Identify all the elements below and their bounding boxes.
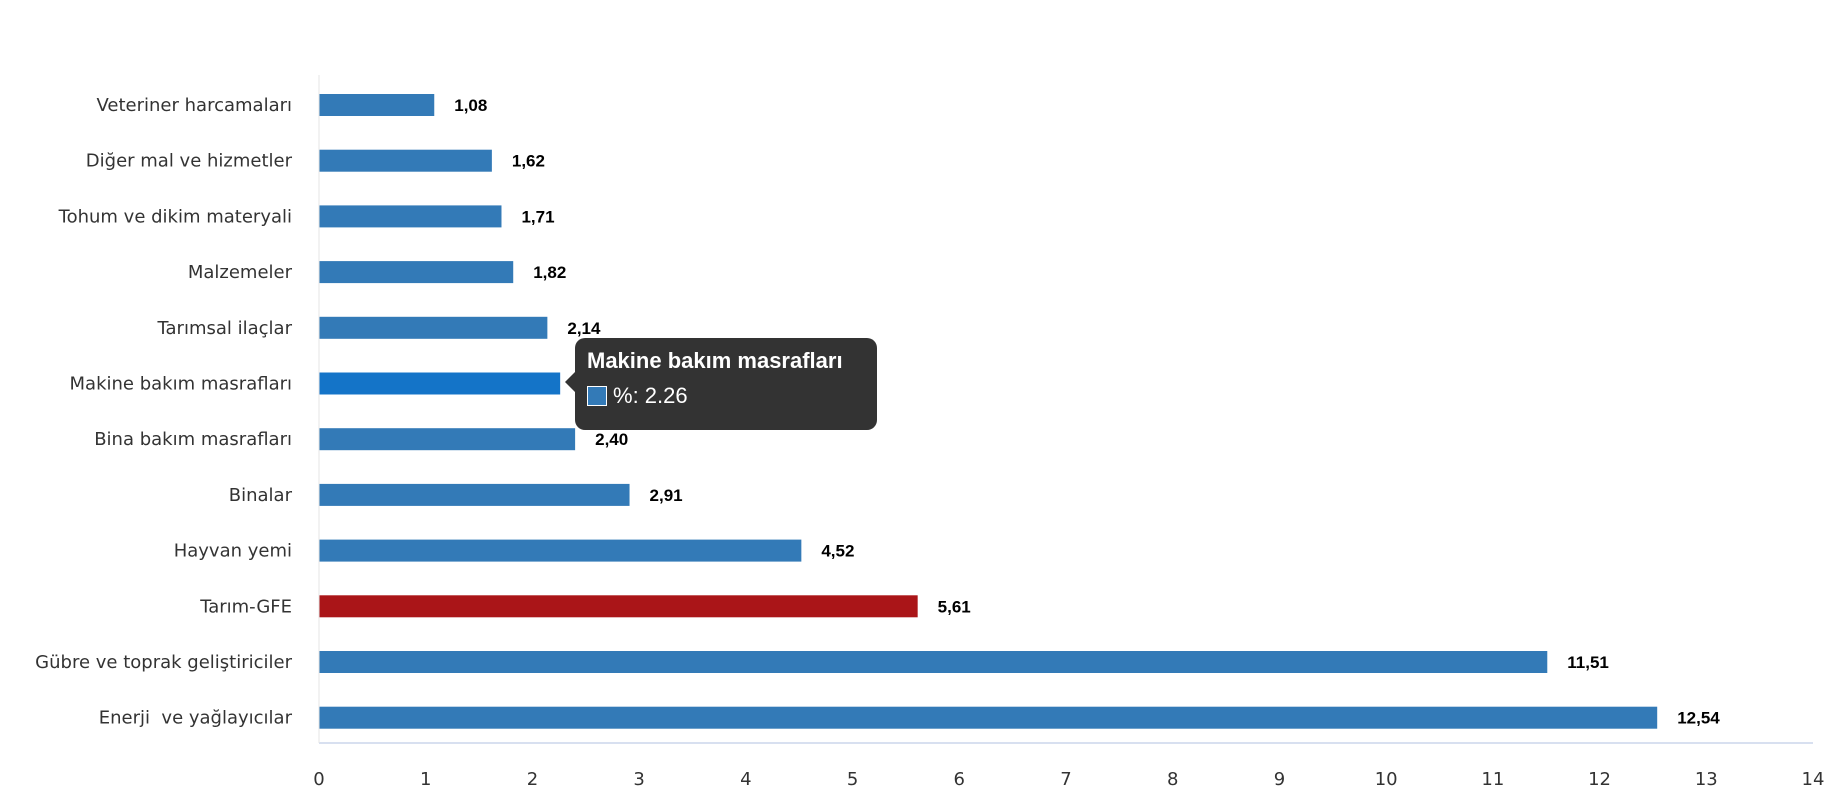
tooltip-row: % : 2.26 (587, 382, 865, 410)
category-label: Gübre ve toprak geliştiriciler (35, 652, 292, 673)
data-labels: 1,081,621,711,822,142,262,402,914,525,61… (454, 96, 1720, 728)
bar[interactable] (319, 595, 918, 618)
x-tick-label: 4 (740, 769, 751, 790)
category-label: Binalar (229, 485, 293, 506)
x-tick-label: 6 (954, 769, 965, 790)
x-tick-label: 3 (633, 769, 644, 790)
tooltip-series-swatch (587, 386, 607, 406)
category-label: Tohum ve dikim materyali (58, 206, 292, 227)
bar[interactable] (319, 706, 1658, 729)
bar[interactable] (319, 316, 548, 339)
data-label: 1,62 (512, 152, 545, 171)
data-label: 1,71 (521, 207, 554, 226)
x-tick-label: 5 (847, 769, 858, 790)
data-label: 1,82 (533, 263, 566, 282)
x-tick-label: 9 (1274, 769, 1285, 790)
category-label: Bina bakım masrafları (94, 429, 292, 450)
category-label: Tarımsal ilaçlar (157, 318, 293, 339)
x-tick-label: 1 (420, 769, 431, 790)
bar[interactable] (319, 149, 492, 172)
data-label: 11,51 (1567, 653, 1609, 672)
bar[interactable] (319, 428, 576, 451)
x-tick-label: 0 (313, 769, 324, 790)
category-labels: Veteriner harcamaları Diğer mal ve hizmet… (35, 95, 292, 729)
data-label: 5,61 (938, 597, 971, 616)
x-axis-tick-labels: 0 1 2 3 4 5 6 7 8 9 10 11 12 13 14 (313, 769, 1824, 790)
x-tick-label: 10 (1375, 769, 1398, 790)
category-label: Veteriner harcamaları (97, 95, 293, 116)
data-label: 2,40 (595, 430, 628, 449)
tooltip-separator: : (632, 383, 645, 408)
tooltip-series-label: % (613, 383, 633, 408)
tooltip-arrow (565, 372, 575, 392)
bar[interactable] (319, 372, 561, 395)
data-label: 2,14 (567, 319, 601, 338)
x-tick-label: 7 (1060, 769, 1071, 790)
bar[interactable] (319, 651, 1548, 673)
tooltip-value: 2.26 (644, 383, 688, 408)
tooltip-title: Makine bakım masrafları (587, 348, 843, 373)
data-label: 4,52 (821, 542, 854, 561)
x-tick-label: 11 (1481, 769, 1504, 790)
category-label: Enerji ve yağlayıcılar (99, 708, 293, 729)
category-label: Tarım-GFE (199, 596, 292, 617)
data-label: 12,54 (1677, 709, 1720, 728)
tooltip: Makine bakım masrafları % : 2.26 (565, 338, 877, 430)
bar[interactable] (319, 205, 502, 228)
bar[interactable] (319, 94, 435, 116)
x-tick-label: 2 (527, 769, 538, 790)
category-label: Diğer mal ve hizmetler (86, 151, 293, 172)
x-tick-label: 12 (1588, 769, 1611, 790)
bar[interactable] (319, 261, 514, 284)
bar[interactable] (319, 483, 630, 506)
category-label: Makine bakım masrafları (70, 374, 292, 395)
x-tick-label: 13 (1695, 769, 1718, 790)
x-tick-label: 14 (1802, 769, 1825, 790)
bar[interactable] (319, 539, 802, 562)
data-label: 1,08 (454, 96, 487, 115)
category-label: Hayvan yemi (174, 541, 292, 562)
category-label: Malzemeler (188, 262, 293, 283)
data-label: 2,91 (650, 486, 683, 505)
x-tick-label: 8 (1167, 769, 1178, 790)
bars-layer (319, 94, 1658, 729)
